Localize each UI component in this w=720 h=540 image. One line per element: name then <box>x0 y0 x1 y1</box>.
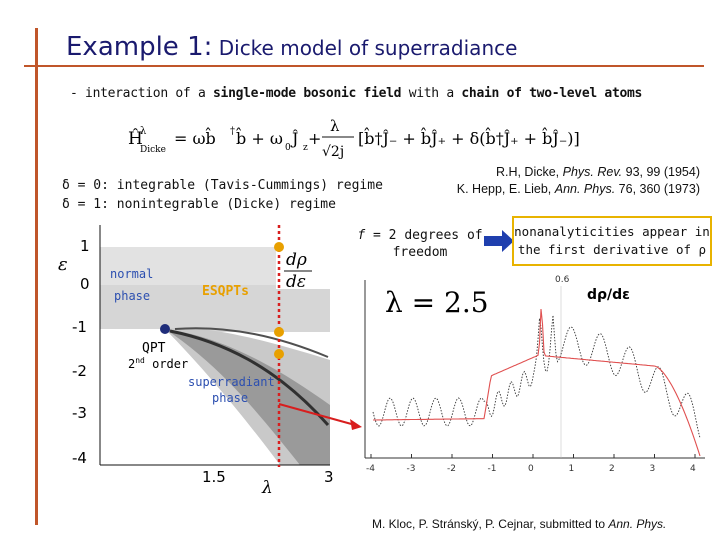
ref2-volume: 76, 360 (1973) <box>615 182 700 196</box>
regimes-text: δ = 0: integrable (Tavis-Cummings) regim… <box>62 176 383 214</box>
ref1-volume: 93, 99 (1954) <box>622 165 700 179</box>
left-accent-bar <box>35 28 38 525</box>
esqpt-point-mid <box>274 327 284 337</box>
formula-lhs-sub: Dicke <box>140 145 166 155</box>
citation-journal: Ann. Phys. <box>608 517 667 531</box>
phase-diagram: 1 0 -1 -2 -3 -4 ε 1.5 3 λ dρ dε normal ph… <box>58 225 334 493</box>
bullet-prefix: - interaction of a <box>70 86 214 101</box>
derivative-plot: -4 -3 -2 -1 0 1 2 3 4 0.6 λ = 2.5 dρ/dε <box>364 275 705 474</box>
dof-rest: = 2 degrees of freedom <box>365 228 483 260</box>
deriv-x-tick-label: 0 <box>528 464 534 474</box>
normal-phase-label: normal phase <box>110 267 153 303</box>
deriv-oscillation-black <box>372 315 701 439</box>
formula-dagger: † <box>230 126 235 137</box>
qpt-point <box>160 324 170 334</box>
superradiant-core <box>165 329 330 465</box>
nonanalyticity-box: nonanalyticities appear in the first der… <box>512 216 712 266</box>
mid-band <box>100 285 330 332</box>
x-tick-3: 3 <box>324 468 334 486</box>
deriv-x-tick-label: 2 <box>609 464 615 474</box>
slide-title: Example 1: Dicke model of superradiance <box>66 32 517 62</box>
formula-rhs2: b̂ + ω <box>236 128 283 148</box>
formula-rhs1: = ωb̂ <box>174 128 216 148</box>
dof-f: f <box>357 228 366 243</box>
ref-line-1: R.H, Dicke, Phys. Rev. 93, 99 (1954) <box>420 164 700 181</box>
title-main: Example 1: <box>66 32 213 62</box>
superradiant-label: superradiant phase <box>188 375 275 405</box>
deriv-x-tick-label: -2 <box>447 464 456 474</box>
deriv-x-tick-label: -4 <box>366 464 375 474</box>
y-tick-m3: -3 <box>72 404 87 422</box>
deriv-y-tick: 0.6 <box>555 275 570 285</box>
title-underline <box>24 65 704 67</box>
deriv-x-tick-label: -3 <box>407 464 416 474</box>
formula-bracket: [b̂†Ĵ₋ + b̂Ĵ₊ + δ(b̂†Ĵ₊ + b̂Ĵ₋)] <box>358 128 580 148</box>
deriv-x-tick-label: 3 <box>650 464 656 474</box>
formula-plus: + <box>308 129 321 148</box>
esqpt-curve <box>174 327 329 358</box>
y-tick-labels: 1 0 -1 -2 -3 -4 <box>72 237 90 467</box>
ref1-authors: R.H, Dicke, <box>495 165 563 179</box>
ref1-journal: Phys. Rev. <box>562 165 623 179</box>
bullet-text: - interaction of a single-mode bosonic f… <box>70 86 642 101</box>
regime-line-2: δ = 1: nonintegrable (Dicke) regime <box>62 197 336 212</box>
esqpt-point-low <box>274 349 284 359</box>
hamiltonian-svg: Ĥ λ Dicke = ωb̂ † b̂ + ω 0 Ĵ z + λ √2j [… <box>128 117 580 160</box>
lambda-label: λ <box>261 478 273 493</box>
ref2-authors: K. Hepp, E. Lieb, <box>456 182 555 196</box>
normal-phase-word2: phase <box>114 289 150 303</box>
formula-omega-sub: 0 <box>285 143 291 153</box>
y-tick-m1: -1 <box>72 318 87 336</box>
citation: M. Kloc, P. Stránský, P. Cejnar, submitt… <box>372 517 666 531</box>
lambda-equation: λ = 2.5 <box>385 286 489 319</box>
normal-phase-word1: normal <box>110 267 153 281</box>
forbidden-region <box>100 329 280 465</box>
formula-frac-num: λ <box>330 117 340 135</box>
deriv-den: dε <box>286 272 306 292</box>
citation-authors: M. Kloc, P. Stránský, P. Cejnar, submitt… <box>372 517 609 531</box>
deriv-label: dρ/dε <box>587 287 630 303</box>
esqpts-label: ESQPTs <box>202 284 249 299</box>
deriv-x-tick-label: 1 <box>569 464 575 474</box>
y-tick-m4: -4 <box>72 449 87 467</box>
references: R.H, Dicke, Phys. Rev. 93, 99 (1954) K. … <box>420 164 700 198</box>
deriv-x-tick-label: -1 <box>488 464 497 474</box>
bullet-mid: with a <box>401 86 462 101</box>
formula-lhs: Ĥ <box>128 128 143 149</box>
deriv-background <box>365 280 705 458</box>
formula-frac-den: √2j <box>322 144 344 160</box>
qpt-label: QPT <box>142 341 166 356</box>
formula-jz: Ĵ <box>290 129 298 148</box>
bullet-bold-1: single-mode bosonic field <box>213 86 402 101</box>
y-tick-0: 0 <box>80 275 90 293</box>
nonanalyticity-text: nonanalyticities appear in the first der… <box>514 224 710 257</box>
regime-line-1: δ = 0: integrable (Tavis-Cummings) regim… <box>62 178 383 193</box>
deriv-x-tick-label: 4 <box>690 464 696 474</box>
deriv-x-ticks: -4 -3 -2 -1 0 1 2 3 4 <box>366 454 696 474</box>
y-tick-1: 1 <box>80 237 90 255</box>
ref-line-2: K. Hepp, E. Lieb, Ann. Phys. 76, 360 (19… <box>420 181 700 198</box>
y-tick-m2: -2 <box>72 362 87 380</box>
esqpt-point-top <box>274 242 284 252</box>
degrees-of-freedom: f = 2 degrees of freedom <box>355 227 485 261</box>
bullet-bold-2: chain of two-level atoms <box>461 86 643 101</box>
title-sub: Dicke model of superradiance <box>212 36 518 60</box>
epsilon-label: ε <box>58 254 68 275</box>
ref2-journal: Ann. Phys. <box>554 182 616 196</box>
hamiltonian-formula: Ĥ λ Dicke = ωb̂ † b̂ + ω 0 Ĵ z + λ √2j [… <box>128 112 618 168</box>
formula-lhs-sup: λ <box>140 126 147 137</box>
deriv-smooth-red <box>373 308 701 457</box>
x-tick-labels: 1.5 3 <box>202 468 334 486</box>
deriv-num: dρ <box>286 250 307 270</box>
arrow-right-icon <box>484 230 514 252</box>
deriv-label-bg <box>276 247 330 289</box>
x-tick-1-5: 1.5 <box>202 468 226 486</box>
formula-jz-sub: z <box>303 143 308 153</box>
